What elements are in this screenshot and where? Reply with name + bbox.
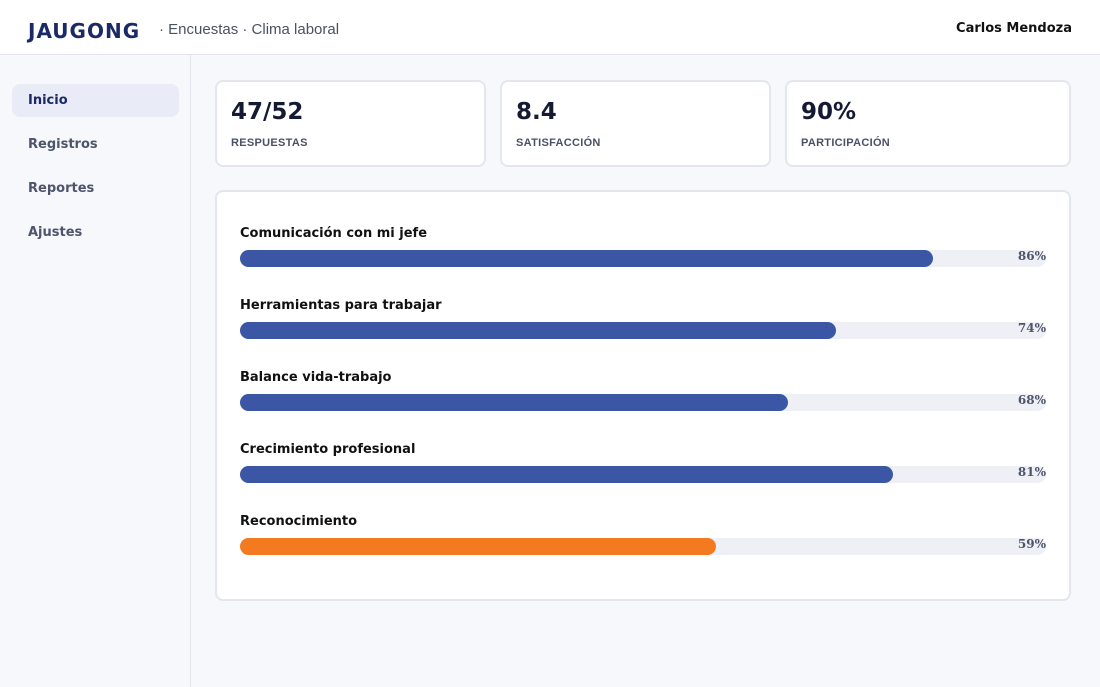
progress-fill xyxy=(240,322,837,339)
sidebar-item-reportes[interactable]: Reportes xyxy=(28,181,95,196)
result-label: Reconocimiento xyxy=(240,514,358,529)
sidebar: Inicio Registros Reportes Ajustes xyxy=(0,55,191,687)
breadcrumb: · Encuestas · Clima laboral xyxy=(159,21,340,38)
progress-track xyxy=(240,394,1046,411)
result-row: Crecimiento profesional 81% xyxy=(240,442,1046,498)
progress-track xyxy=(240,322,1046,339)
progress-track xyxy=(240,538,1046,555)
result-row: Balance vida-trabajo 68% xyxy=(240,370,1046,426)
user-name[interactable]: Carlos Mendoza xyxy=(956,21,1072,36)
stat-value: 90% xyxy=(801,99,857,125)
result-percent: 68% xyxy=(1017,393,1046,407)
result-percent: 74% xyxy=(1017,321,1046,335)
progress-fill xyxy=(240,394,789,411)
stat-card-participacion: 90% PARTICIPACIÓN xyxy=(785,80,1071,167)
progress-fill xyxy=(240,466,893,483)
sidebar-item-registros[interactable]: Registros xyxy=(28,137,98,152)
result-row: Comunicación con mi jefe 86% xyxy=(240,226,1046,282)
sidebar-item-ajustes[interactable]: Ajustes xyxy=(28,225,83,240)
progress-fill xyxy=(240,538,716,555)
results-panel: Comunicación con mi jefe 86% Herramienta… xyxy=(215,190,1071,601)
stat-label: RESPUESTAS xyxy=(231,137,308,149)
stat-label: SATISFACCIÓN xyxy=(516,137,601,149)
stat-card-satisfaccion: 8.4 SATISFACCIÓN xyxy=(500,80,771,167)
result-row: Herramientas para trabajar 74% xyxy=(240,298,1046,354)
result-label: Balance vida-trabajo xyxy=(240,370,392,385)
stat-label: PARTICIPACIÓN xyxy=(801,137,891,149)
result-percent: 59% xyxy=(1017,537,1046,551)
brand-logo[interactable]: JAUGONG xyxy=(28,19,141,43)
result-percent: 81% xyxy=(1017,465,1046,479)
stat-value: 47/52 xyxy=(231,99,304,125)
sidebar-item-inicio[interactable]: Inicio xyxy=(12,84,179,117)
result-label: Herramientas para trabajar xyxy=(240,298,442,313)
result-percent: 86% xyxy=(1017,249,1046,263)
app-header: JAUGONG · Encuestas · Clima laboral Carl… xyxy=(0,0,1100,55)
result-row: Reconocimiento 59% xyxy=(240,514,1046,570)
result-label: Comunicación con mi jefe xyxy=(240,226,428,241)
progress-track xyxy=(240,250,1046,267)
result-label: Crecimiento profesional xyxy=(240,442,416,457)
progress-track xyxy=(240,466,1046,483)
stat-card-respuestas: 47/52 RESPUESTAS xyxy=(215,80,486,167)
progress-fill xyxy=(240,250,934,267)
stat-value: 8.4 xyxy=(516,99,557,125)
